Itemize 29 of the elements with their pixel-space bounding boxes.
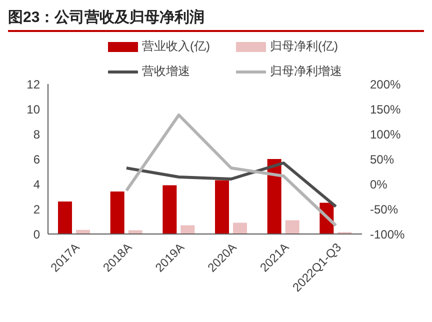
bar [58,202,72,234]
bar [267,159,282,234]
legend-label: 归母净利(亿) [270,38,338,55]
y2-tick-label: -50% [370,202,398,216]
bar [162,185,177,234]
y-tick-label: 2 [33,202,40,216]
bar [233,222,247,234]
chart-title: 图23：公司营收及归母净利润 [8,8,424,32]
bar [285,220,300,234]
y2-tick-label: 0% [370,177,388,192]
y2-tick-label: 150% [370,102,402,116]
y-tick-label: 10 [26,102,40,116]
line-series [125,114,338,227]
legend-label: 归母净利增速 [270,63,342,80]
y-tick-label: 0 [33,227,40,242]
y2-tick-label: 100% [370,127,402,142]
bar [215,180,229,234]
y-tick-label: 6 [33,152,40,166]
bar [110,192,124,234]
y2-tick-label: 50% [370,152,394,166]
y-tick-label: 4 [33,177,40,192]
bar [180,225,195,234]
y2-tick-label: -100% [370,227,406,242]
y-tick-label: 8 [33,127,40,142]
legend-label: 营收增速 [142,63,190,80]
legend-label: 营业收入(亿) [142,38,210,55]
line-series [125,162,338,208]
y-tick-label: 12 [26,77,40,92]
y2-tick-label: 200% [370,77,402,92]
